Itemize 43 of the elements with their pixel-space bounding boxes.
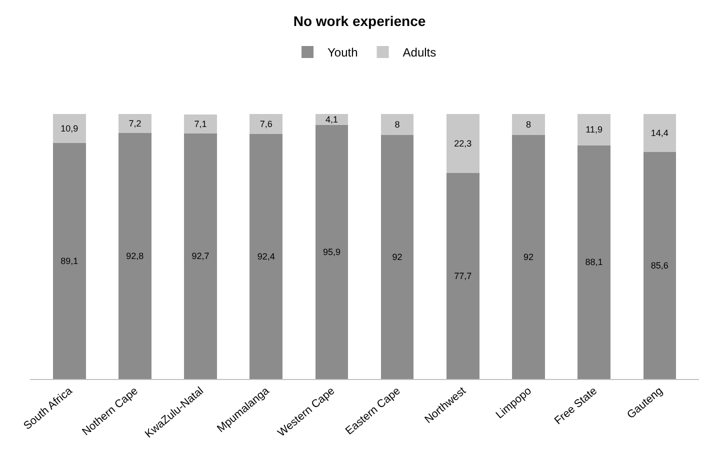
bar <box>643 152 676 379</box>
data-label: 85,6 <box>650 260 668 271</box>
bar <box>52 114 86 143</box>
bar <box>578 114 610 146</box>
data-label: 92 <box>392 252 402 262</box>
bar <box>184 114 217 134</box>
bar <box>512 114 545 136</box>
chart-title: No work experience <box>293 13 426 30</box>
data-label: 7,1 <box>194 118 207 129</box>
data-label: 89,1 <box>60 256 78 266</box>
data-label: 8 <box>526 120 531 130</box>
bar <box>184 133 217 379</box>
bar <box>52 142 86 379</box>
data-label: 95,9 <box>322 246 340 257</box>
bar <box>315 124 348 379</box>
data-label: 8 <box>394 120 400 130</box>
bar <box>380 135 414 379</box>
bar <box>315 114 348 125</box>
bar <box>118 114 152 134</box>
bar <box>380 114 414 136</box>
data-label: 92 <box>523 252 534 262</box>
data-label: 92,7 <box>192 251 210 262</box>
legend-label: Adults <box>402 46 436 60</box>
bar <box>446 173 480 379</box>
data-label: 22,3 <box>454 138 472 149</box>
data-label: 10,9 <box>60 123 78 134</box>
data-label: 11,9 <box>586 124 602 135</box>
bar <box>578 145 610 379</box>
data-label: 7,6 <box>260 119 272 130</box>
data-label: 7,2 <box>128 118 142 128</box>
data-label: 4,1 <box>325 114 338 124</box>
data-label: 77,7 <box>454 271 472 282</box>
legend-label: Youth <box>328 46 358 60</box>
bar <box>118 133 152 379</box>
bar <box>250 134 283 379</box>
bar <box>643 114 676 152</box>
data-label: 92,4 <box>257 252 275 262</box>
data-label: 92,8 <box>126 251 144 262</box>
bar <box>250 114 283 134</box>
bar <box>446 114 480 174</box>
data-label: 88,1 <box>585 257 603 268</box>
bar <box>512 135 545 379</box>
data-label: 14,4 <box>650 128 668 138</box>
